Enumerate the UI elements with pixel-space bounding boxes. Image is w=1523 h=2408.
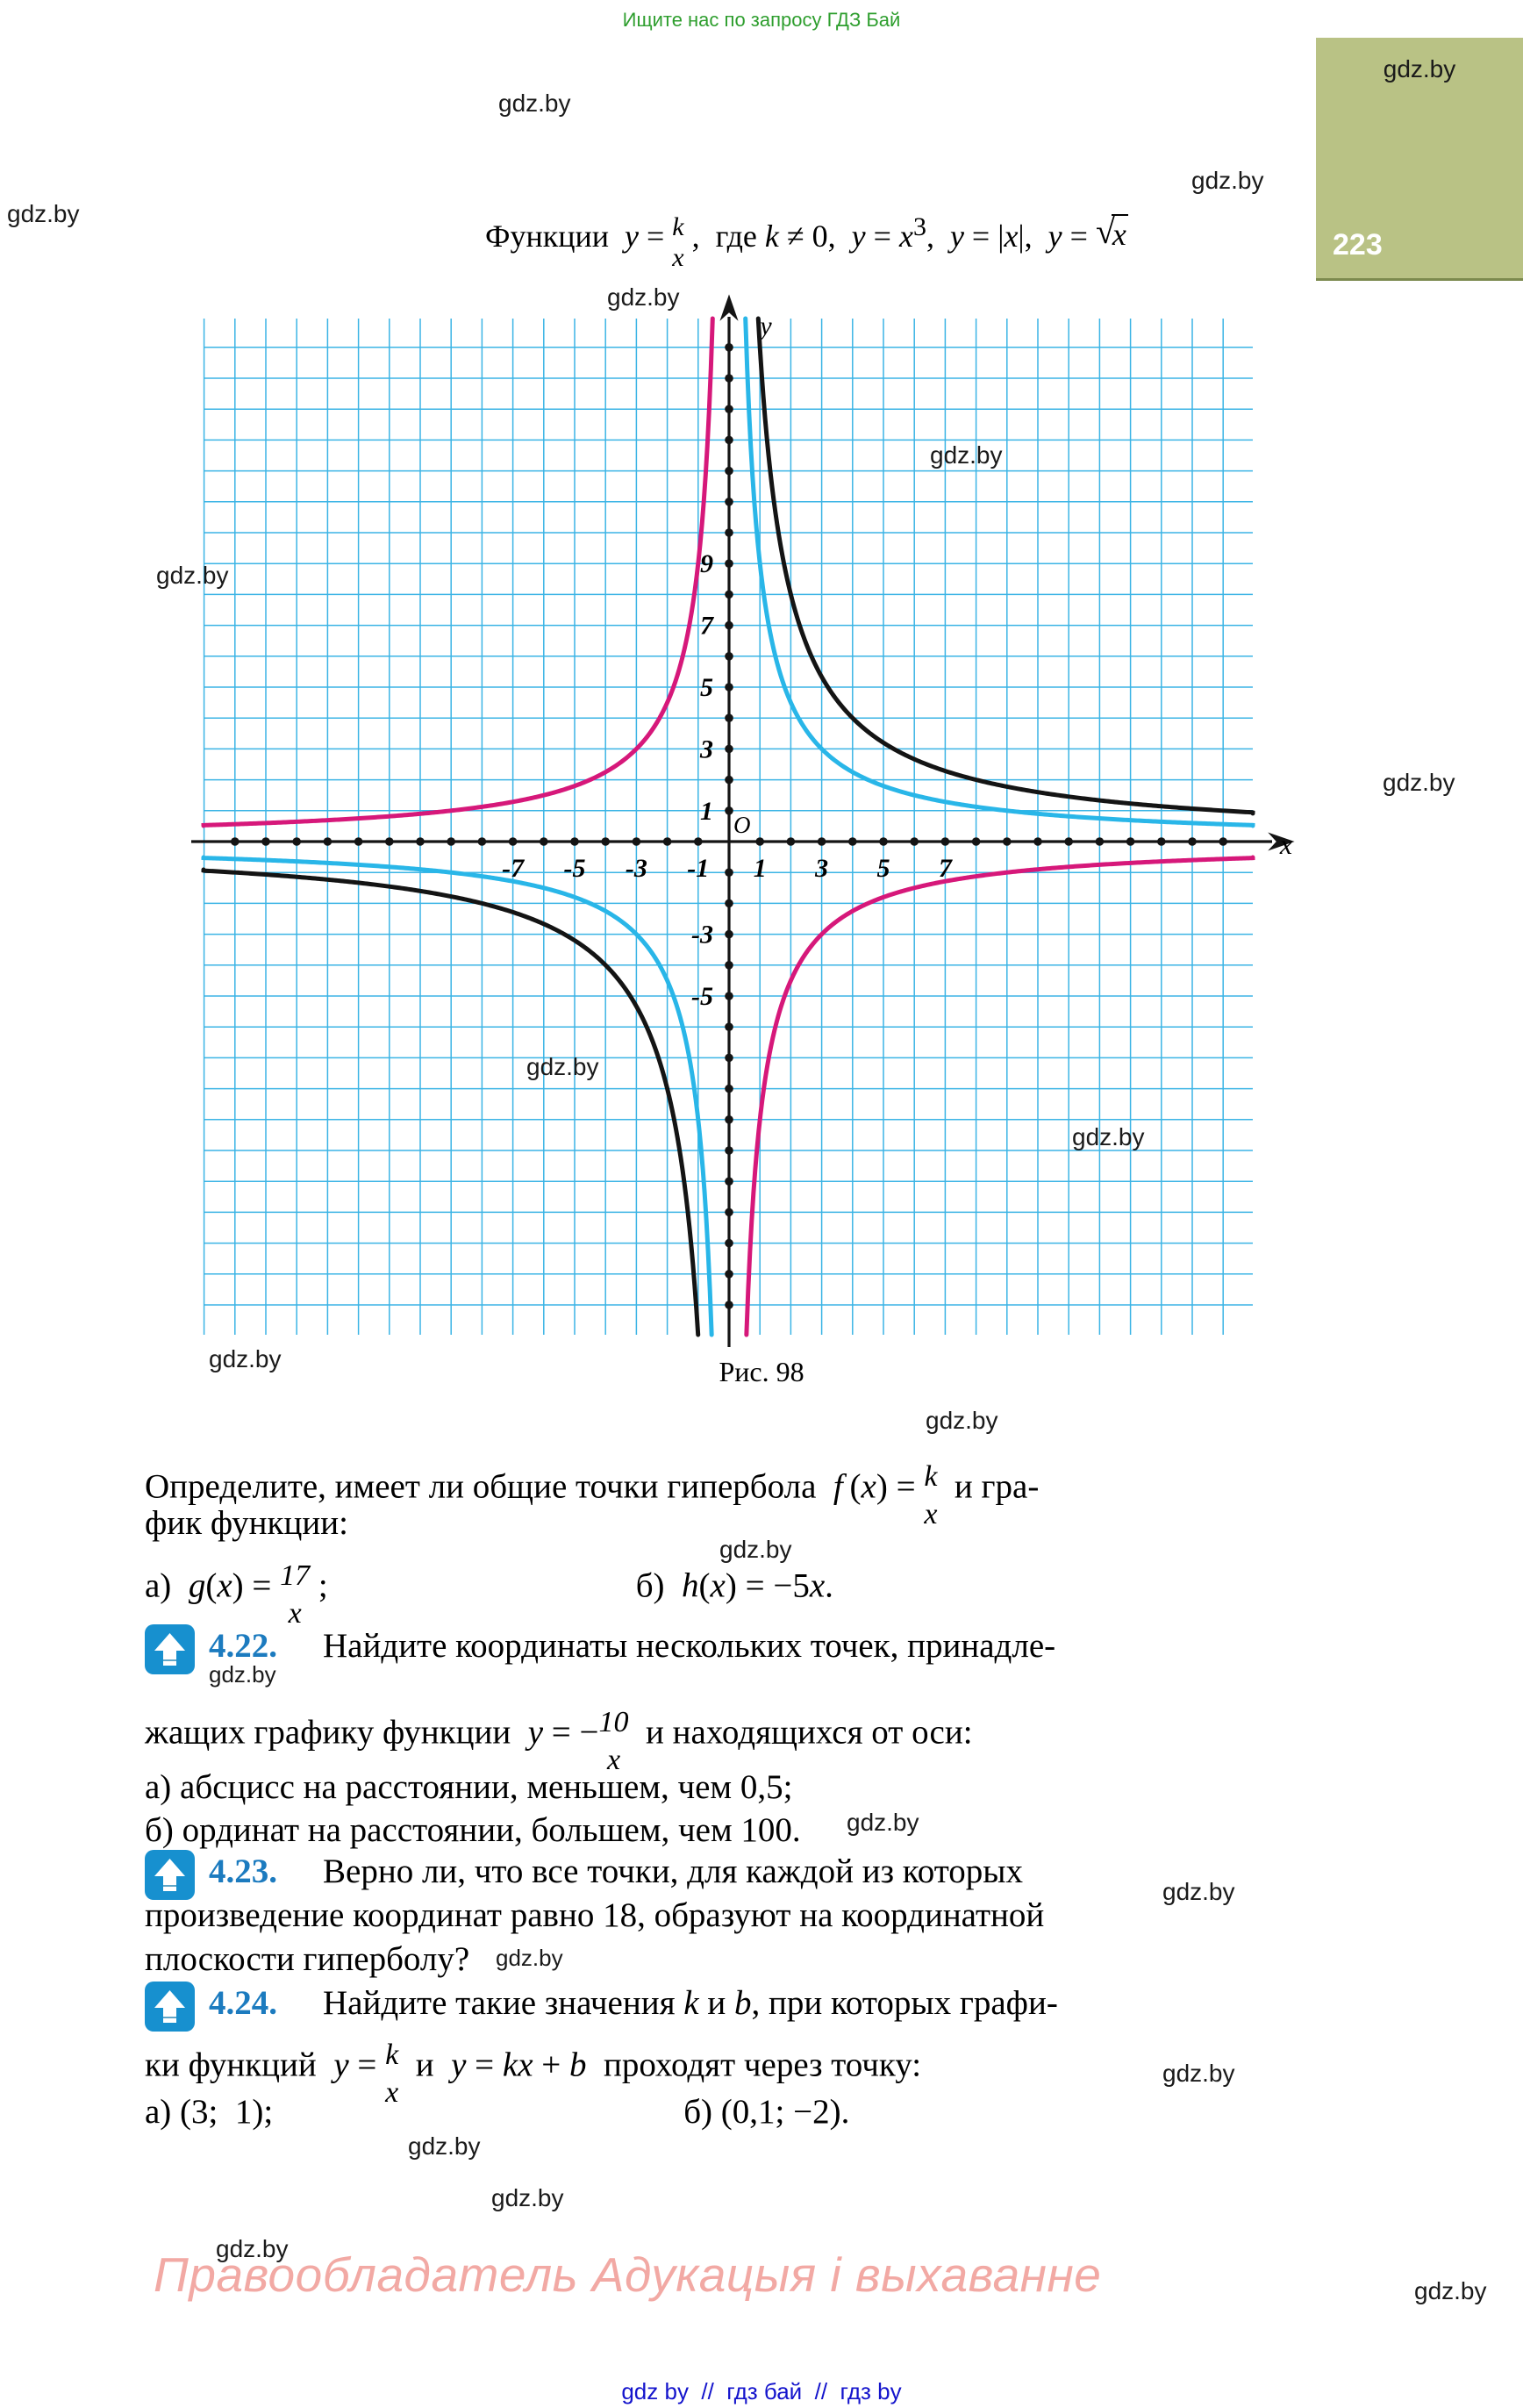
svg-text:7: 7 (700, 612, 714, 641)
svg-text:gdz.by: gdz.by (1383, 769, 1455, 796)
svg-text:-5: -5 (691, 982, 713, 1011)
svg-text:gdz.by: gdz.by (1072, 1123, 1145, 1150)
svg-text:x: x (1279, 828, 1292, 860)
svg-text:5: 5 (877, 854, 890, 883)
svg-text:3: 3 (699, 735, 713, 763)
svg-text:-1: -1 (687, 854, 709, 883)
svg-text:gdz.by: gdz.by (526, 1053, 599, 1080)
svg-text:-5: -5 (564, 854, 586, 883)
svg-text:-3: -3 (691, 921, 713, 950)
svg-text:gdz.by: gdz.by (156, 562, 229, 589)
svg-text:-3: -3 (626, 854, 647, 883)
svg-text:5: 5 (700, 673, 713, 702)
svg-text:gdz.by: gdz.by (607, 283, 680, 311)
svg-text:9: 9 (700, 549, 713, 578)
svg-text:1: 1 (754, 854, 767, 883)
svg-text:gdz.by: gdz.by (930, 441, 1003, 469)
svg-text:1: 1 (700, 797, 713, 826)
svg-text:3: 3 (814, 854, 828, 883)
svg-text:O: O (733, 812, 751, 838)
